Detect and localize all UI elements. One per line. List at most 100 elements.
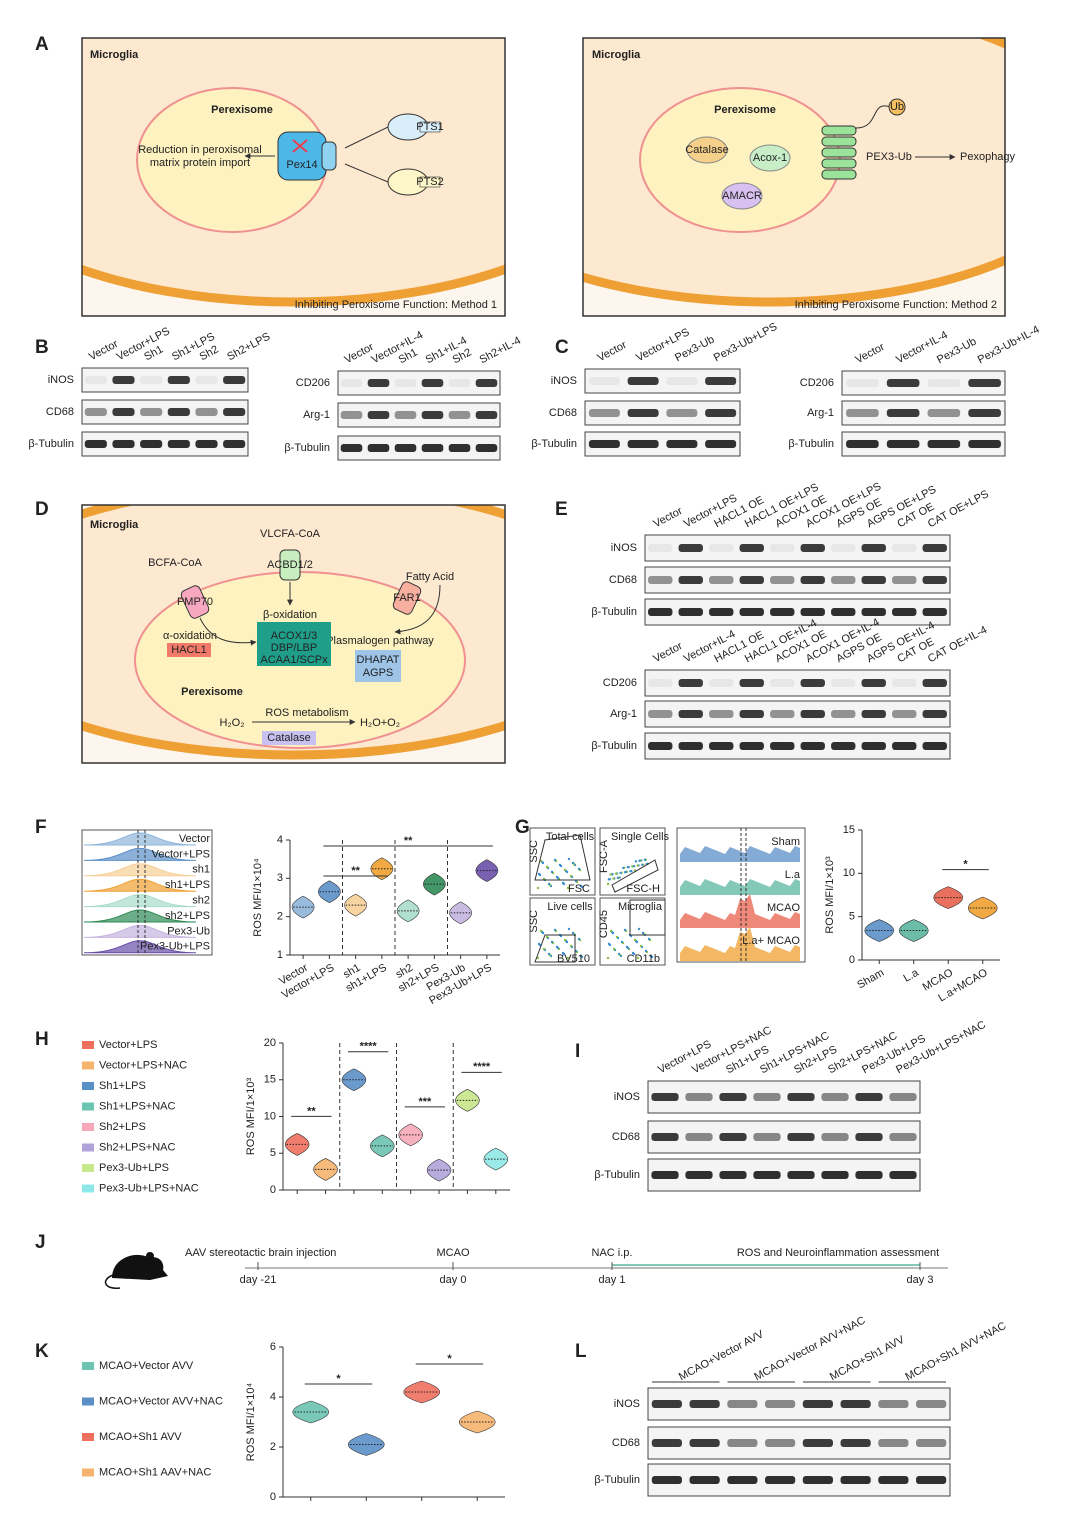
blot-strip <box>337 435 501 461</box>
blot-strip <box>81 399 249 425</box>
legend-swatch <box>82 1123 94 1131</box>
band <box>886 379 920 387</box>
band <box>922 544 947 552</box>
band <box>861 742 886 750</box>
histogram-label: L.a <box>785 869 801 881</box>
band <box>727 1476 758 1484</box>
lane-label: Vector <box>651 640 684 665</box>
gate <box>534 934 576 963</box>
band <box>846 409 879 417</box>
y-axis-label: ROS MFI/1×10³ <box>245 1077 257 1155</box>
row-label: β-Tubulin <box>594 1169 640 1181</box>
band <box>770 742 795 750</box>
band <box>648 742 673 750</box>
event <box>555 945 559 949</box>
band <box>800 576 825 584</box>
row-label: Arg-1 <box>807 407 834 419</box>
transporter <box>279 549 301 581</box>
ros-process: ROS metabolism <box>265 707 348 719</box>
panel-frame <box>81 37 506 317</box>
legend-label: Pex3-Ub+LPS+NAC <box>99 1182 199 1194</box>
event <box>641 863 644 866</box>
gate-name: Live cells <box>547 901 593 913</box>
panel-label: D <box>35 499 49 520</box>
event <box>536 886 540 890</box>
legend-label: Sh1+LPS+NAC <box>99 1100 175 1112</box>
event <box>569 874 573 878</box>
event <box>545 865 549 869</box>
event <box>649 954 653 958</box>
event <box>616 876 620 880</box>
band <box>421 411 444 419</box>
title: Microglia <box>90 49 139 61</box>
row-label: CD68 <box>612 1437 640 1449</box>
significance: ** <box>307 1105 316 1117</box>
panel-label: J <box>35 1232 46 1253</box>
band <box>195 440 218 448</box>
histogram-label: Sham <box>771 836 800 848</box>
lane-label: Vector+IL-4 <box>370 329 426 366</box>
gate-axis: CD45 <box>598 910 610 938</box>
blot-strip <box>337 370 501 396</box>
histogram-label: Vector+LPS <box>152 848 210 860</box>
event <box>563 938 567 942</box>
event <box>571 931 575 935</box>
lane-label: Pex3-Ub+LPS <box>712 321 779 364</box>
event <box>609 929 613 933</box>
organelle: Perexisome <box>181 686 243 698</box>
legend-swatch <box>82 1433 94 1441</box>
band <box>861 544 886 552</box>
band <box>648 710 673 718</box>
band <box>831 608 856 616</box>
violin <box>284 1133 310 1156</box>
violin <box>398 1123 423 1147</box>
legend-swatch <box>82 1164 94 1172</box>
legend-label: Vector+LPS <box>99 1039 157 1051</box>
y-tick-label: 10 <box>264 1110 276 1122</box>
band <box>787 1133 815 1141</box>
row-label: β-Tubulin <box>591 740 637 752</box>
band <box>889 1093 917 1101</box>
band <box>916 1400 947 1408</box>
band <box>651 1133 679 1141</box>
band <box>340 444 363 452</box>
panel-label: L <box>575 1341 587 1362</box>
event <box>550 870 554 874</box>
event <box>617 952 621 956</box>
histogram-label: L.a+ MCAO <box>742 935 800 947</box>
event <box>636 864 639 867</box>
row-label: Arg-1 <box>303 409 330 421</box>
enzyme: DHAPAT <box>357 654 400 666</box>
lane-label: MCAO+Sh1 AVV <box>828 1334 907 1384</box>
histogram <box>83 894 197 908</box>
band <box>84 376 107 384</box>
flow-plot <box>599 827 666 896</box>
gate-axis: SSC <box>528 910 540 933</box>
lane-label: Vector <box>854 341 887 366</box>
band <box>855 1133 883 1141</box>
organelle: Perexisome <box>714 104 776 116</box>
band <box>855 1171 883 1179</box>
legend-label: MCAO+Vector AVV <box>99 1360 194 1372</box>
event <box>550 940 554 944</box>
enzyme: ACAA1/SCPx <box>260 654 328 666</box>
row-label: CD68 <box>549 407 577 419</box>
enzyme-box <box>355 650 401 682</box>
event <box>625 945 629 949</box>
band <box>739 608 764 616</box>
band <box>727 1439 758 1447</box>
pathway: Plasmalogen pathway <box>326 635 434 647</box>
event: AAV stereotactic brain injection <box>185 1247 336 1259</box>
protein: Pex14 <box>286 159 317 171</box>
band <box>821 1171 849 1179</box>
band <box>666 440 698 448</box>
histogram-label: sh2 <box>192 895 210 907</box>
pex14 <box>277 131 327 181</box>
y-tick-label: 0 <box>270 1491 276 1503</box>
event <box>606 956 610 960</box>
band <box>195 408 218 416</box>
signal-tail <box>344 163 389 183</box>
band <box>627 440 659 448</box>
band <box>709 710 734 718</box>
histogram <box>83 924 197 938</box>
